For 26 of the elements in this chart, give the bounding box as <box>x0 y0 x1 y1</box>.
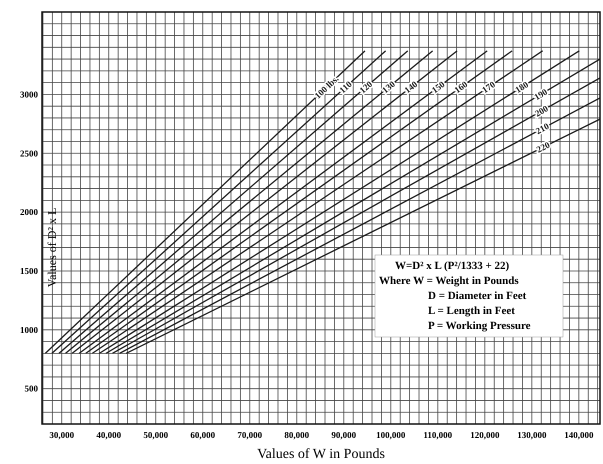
y-tick-label: 3000 <box>20 89 38 100</box>
x-tick-label: 100,000 <box>376 430 406 440</box>
x-axis-title: Values of W in Pounds <box>257 447 385 462</box>
y-tick-label: 1000 <box>20 324 38 335</box>
y-tick-label: 2500 <box>20 148 38 158</box>
annotation: P = Working Pressure <box>428 320 531 332</box>
annotation: Where W = Weight in Pounds <box>379 275 520 287</box>
y-tick-label: 500 <box>24 384 38 394</box>
y-tick-label: 2000 <box>20 207 38 218</box>
x-tick-label: 130,000 <box>517 430 547 440</box>
annotation: D = Diameter in Feet <box>428 290 527 302</box>
x-tick-label: 50,000 <box>143 430 169 440</box>
text: 150 <box>430 78 448 96</box>
x-tick-label: 70,000 <box>237 430 263 440</box>
x-tick-label: 120,000 <box>470 430 500 440</box>
y-axis-title: Values of D² x L <box>45 208 59 288</box>
x-tick-label: 140,000 <box>564 430 594 440</box>
annotation: L = Length in Feet <box>428 305 516 317</box>
y-tick-label: 1500 <box>20 266 38 276</box>
x-tick-label: 90,000 <box>331 430 357 440</box>
x-tick-label: 60,000 <box>190 430 216 440</box>
annotation: W=D² x L (P²/1333 + 22) <box>395 260 510 272</box>
x-tick-label: 40,000 <box>96 430 122 440</box>
x-tick-label: 80,000 <box>284 430 310 440</box>
x-tick-label: 110,000 <box>423 430 453 440</box>
x-tick-label: 30,000 <box>49 430 75 440</box>
